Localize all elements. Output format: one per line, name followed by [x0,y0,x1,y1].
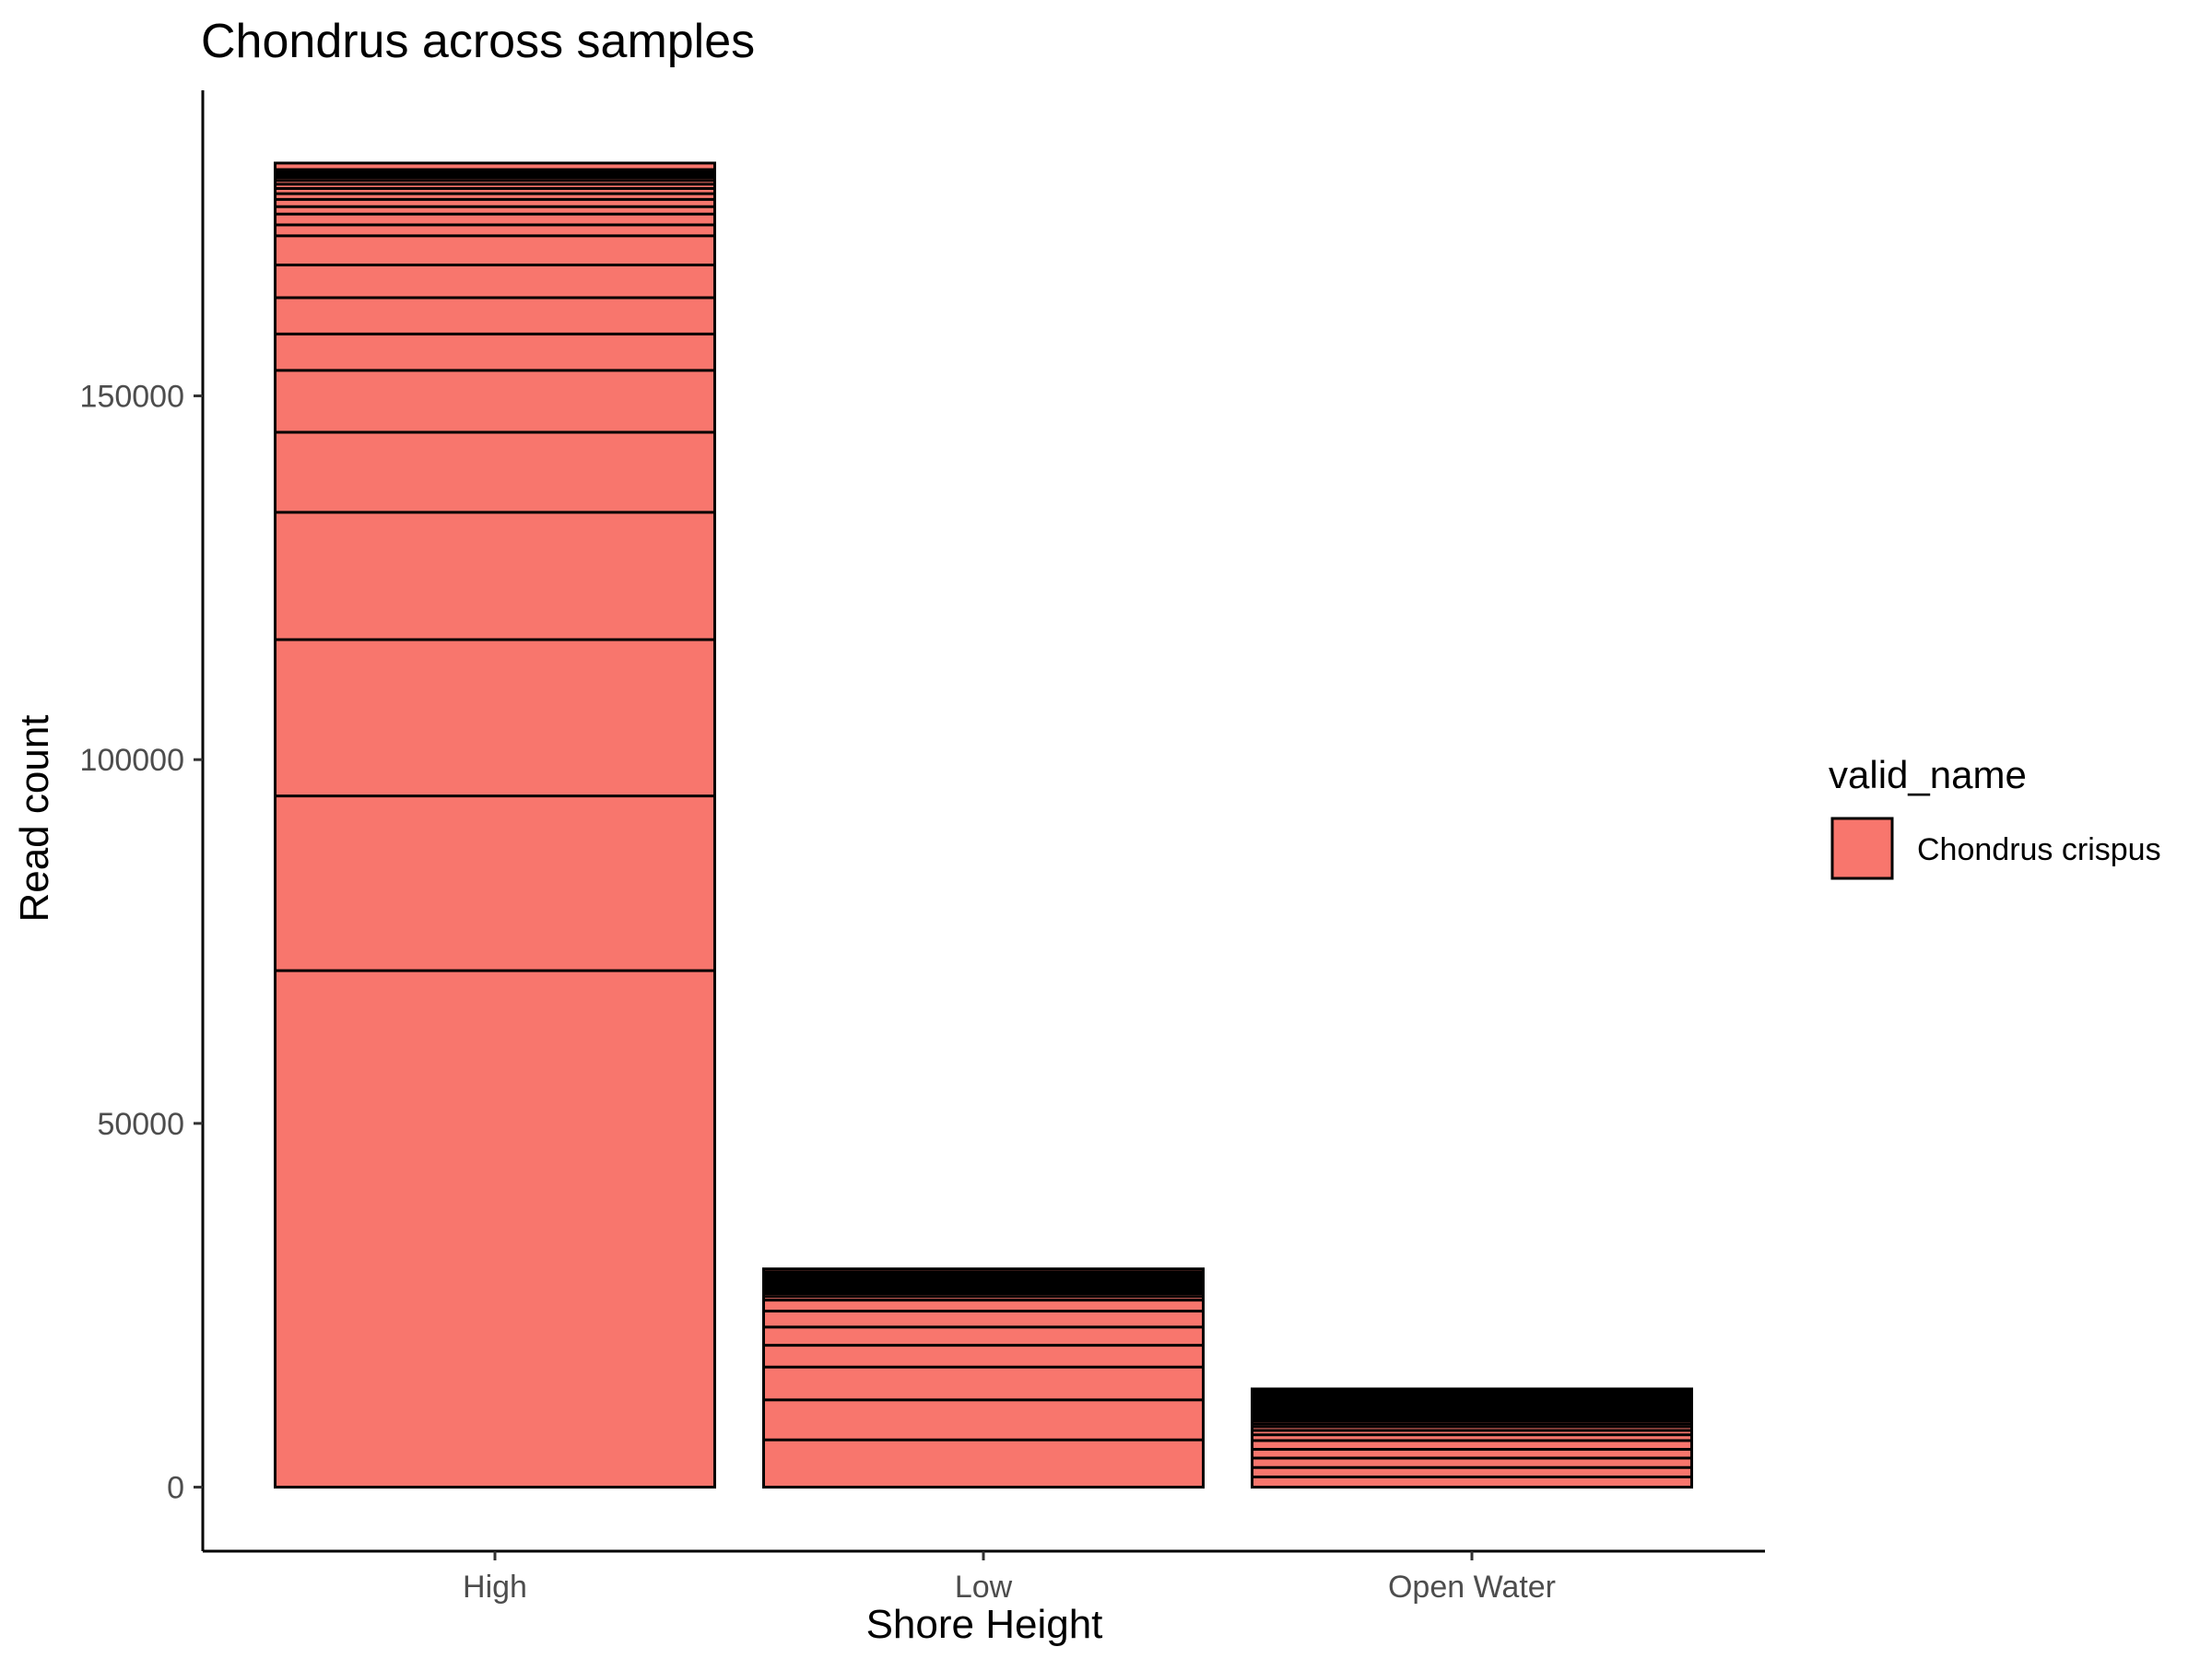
chart-title: Chondrus across samples [201,15,755,68]
bar-open-water [1251,1387,1693,1489]
x-tick-label: Open Water [1388,1570,1556,1605]
y-ticks: 0 50000 100000 150000 [80,380,203,1506]
plot-area: 0 50000 100000 150000 High Low Open Water [80,90,1765,1605]
y-axis-title: Read count [12,714,57,922]
bar-segment [274,161,716,1489]
legend-swatch [1830,817,1894,880]
legend-title: valid_name [1829,753,2027,796]
bar-segment [762,1267,1205,1489]
legend-label-chondrus-crispus: Chondrus crispus [1917,832,2161,867]
y-tick-label: 150000 [80,380,184,415]
legend: valid_name Chondrus crispus [1829,753,2161,880]
y-tick-label: 0 [167,1471,184,1506]
bars [274,161,1693,1489]
y-tick-label: 100000 [80,743,184,778]
bar-low [762,1267,1205,1489]
x-axis-title: Shore Height [866,1602,1103,1647]
x-tick-label: Low [955,1570,1013,1605]
x-ticks: High Low Open Water [463,1551,1556,1605]
y-tick-label: 50000 [97,1107,184,1142]
x-tick-label: High [463,1570,527,1605]
bar-high [274,161,716,1489]
